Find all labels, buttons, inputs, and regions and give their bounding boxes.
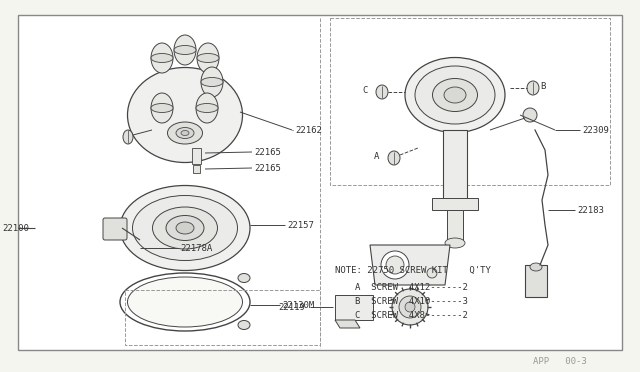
Text: 22157: 22157 [287, 221, 314, 230]
Ellipse shape [201, 77, 223, 87]
Text: A  SCREW  4X12------2: A SCREW 4X12------2 [355, 283, 468, 292]
Text: B  SCREW  4X10------3: B SCREW 4X10------3 [355, 298, 468, 307]
Text: APP   00-3: APP 00-3 [533, 357, 587, 366]
Bar [330, 18, 610, 185]
Bar [193, 165, 200, 173]
Ellipse shape [151, 54, 173, 62]
Ellipse shape [176, 222, 194, 234]
Ellipse shape [127, 67, 243, 163]
Ellipse shape [444, 87, 466, 103]
Text: C: C [362, 86, 368, 94]
Text: B: B [540, 81, 546, 90]
Text: A: A [374, 151, 380, 160]
Ellipse shape [123, 130, 133, 144]
Text: 22162: 22162 [295, 125, 322, 135]
Ellipse shape [415, 66, 495, 124]
Ellipse shape [527, 81, 539, 95]
Bar [125, 290, 320, 345]
Ellipse shape [168, 122, 202, 144]
Ellipse shape [238, 321, 250, 330]
Ellipse shape [238, 273, 250, 282]
Text: 22100: 22100 [2, 224, 29, 232]
Ellipse shape [197, 43, 219, 73]
Text: 22309: 22309 [582, 125, 609, 135]
Ellipse shape [166, 215, 204, 241]
Text: 22130M: 22130M [282, 301, 314, 310]
Ellipse shape [120, 186, 250, 270]
Ellipse shape [176, 128, 194, 138]
Text: 22165: 22165 [254, 148, 281, 157]
Polygon shape [370, 245, 450, 285]
Text: C  SCREW  4X8-------2: C SCREW 4X8-------2 [355, 311, 468, 321]
Ellipse shape [127, 277, 243, 327]
Ellipse shape [399, 296, 421, 318]
Ellipse shape [151, 93, 173, 123]
Ellipse shape [181, 131, 189, 135]
Ellipse shape [445, 238, 465, 248]
Text: 22119: 22119 [278, 302, 305, 311]
Bar [192, 148, 201, 164]
Ellipse shape [151, 43, 173, 73]
Ellipse shape [376, 85, 388, 99]
Bar [335, 295, 373, 320]
Bar [447, 210, 463, 240]
Bar [443, 130, 467, 205]
Ellipse shape [405, 58, 505, 132]
Ellipse shape [433, 78, 477, 112]
Ellipse shape [132, 196, 237, 260]
Ellipse shape [427, 268, 437, 278]
Ellipse shape [530, 263, 542, 271]
Ellipse shape [196, 93, 218, 123]
Text: 22165: 22165 [254, 164, 281, 173]
Ellipse shape [381, 251, 409, 279]
FancyBboxPatch shape [103, 218, 127, 240]
Ellipse shape [174, 35, 196, 65]
Text: 22183: 22183 [577, 205, 604, 215]
Text: NOTE: 22750 SCREW KIT    Q'TY: NOTE: 22750 SCREW KIT Q'TY [335, 266, 491, 275]
Bar [432, 198, 478, 210]
Ellipse shape [386, 256, 404, 274]
Ellipse shape [388, 151, 400, 165]
Ellipse shape [197, 54, 219, 62]
Ellipse shape [523, 108, 537, 122]
Ellipse shape [151, 103, 173, 112]
Ellipse shape [196, 103, 218, 112]
Ellipse shape [405, 302, 415, 312]
Bar [525, 265, 547, 297]
Ellipse shape [392, 289, 428, 325]
Ellipse shape [201, 67, 223, 97]
Ellipse shape [152, 207, 218, 249]
Ellipse shape [174, 45, 196, 55]
Polygon shape [335, 320, 360, 328]
Text: 22178A: 22178A [180, 244, 212, 253]
